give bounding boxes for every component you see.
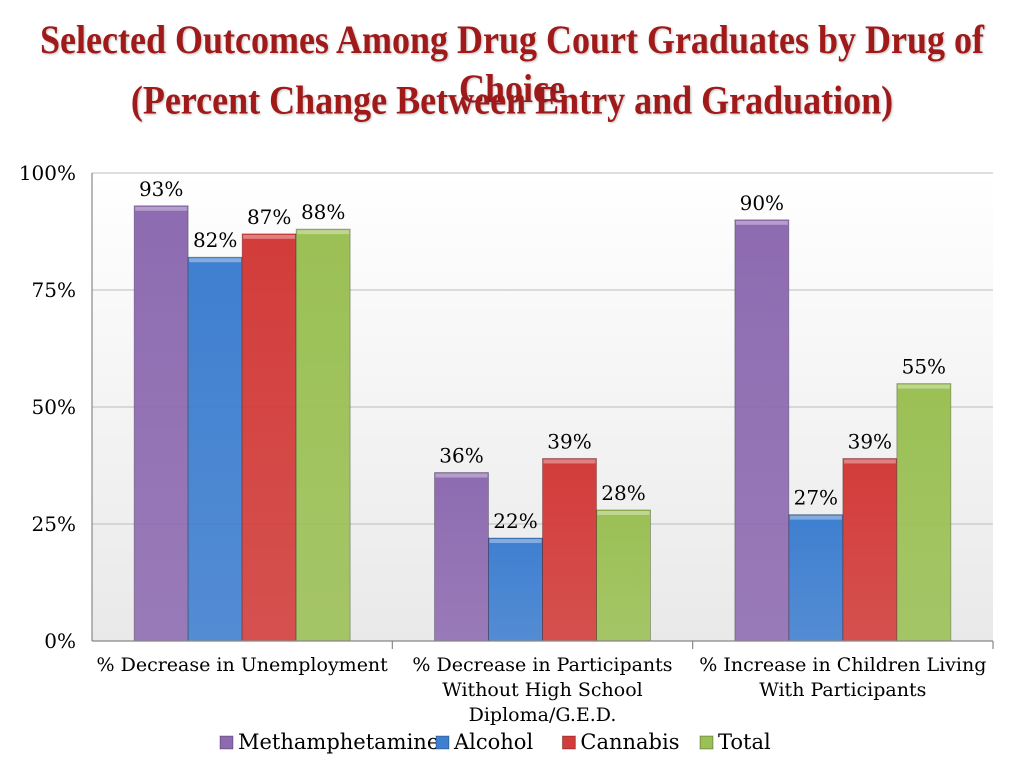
bar-cannabis bbox=[241, 233, 297, 642]
bar-total bbox=[896, 383, 952, 642]
x-category-label: Without High School bbox=[442, 679, 642, 701]
x-category-label: Diploma/G.E.D. bbox=[469, 704, 617, 726]
bar-cannabis bbox=[542, 457, 597, 642]
bar-total bbox=[295, 228, 351, 642]
chart-subtitle: (Percent Change Between Entry and Gradua… bbox=[130, 77, 894, 123]
data-label: 39% bbox=[848, 429, 892, 453]
legend-swatch bbox=[219, 735, 234, 750]
bar-alcohol bbox=[187, 256, 243, 642]
data-label: 93% bbox=[139, 177, 183, 201]
legend-swatch bbox=[561, 735, 576, 750]
bar-methamphetamine bbox=[734, 219, 790, 642]
data-label: 87% bbox=[247, 205, 291, 229]
y-tick-label: 50% bbox=[32, 395, 76, 419]
legend-label: Total bbox=[718, 730, 771, 754]
bar-highlight bbox=[735, 220, 788, 225]
data-label: 90% bbox=[740, 191, 784, 215]
data-label: 88% bbox=[301, 200, 345, 224]
data-label: 55% bbox=[902, 355, 946, 379]
bar-highlight bbox=[897, 384, 950, 389]
chart-title: Selected Outcomes Among Drug Court Gradu… bbox=[40, 16, 984, 112]
bar-highlight bbox=[243, 234, 296, 239]
y-tick-label: 75% bbox=[32, 278, 76, 302]
x-category-label: % Decrease in Unemployment bbox=[97, 654, 389, 676]
bar-highlight bbox=[543, 459, 596, 464]
legend-label: Cannabis bbox=[580, 730, 679, 754]
data-label: 82% bbox=[193, 228, 237, 252]
bar-total bbox=[596, 509, 651, 642]
bar-highlight bbox=[297, 230, 350, 235]
legend-swatch bbox=[435, 735, 450, 750]
bar-methamphetamine bbox=[133, 205, 189, 642]
data-label: 28% bbox=[601, 481, 645, 505]
bar-highlight bbox=[489, 539, 542, 544]
x-category-label: % Decrease in Participants bbox=[412, 654, 672, 676]
y-tick-label: 100% bbox=[19, 161, 76, 185]
bar-highlight bbox=[135, 206, 188, 211]
data-label: 27% bbox=[794, 486, 838, 510]
bar-highlight bbox=[789, 515, 842, 520]
bar-alcohol bbox=[488, 537, 543, 642]
bar-highlight bbox=[435, 473, 488, 478]
bar-cannabis bbox=[842, 457, 898, 642]
data-label: 39% bbox=[547, 429, 591, 453]
bar-highlight bbox=[843, 459, 896, 464]
bar-highlight bbox=[189, 258, 242, 263]
y-tick-label: 0% bbox=[44, 629, 76, 653]
legend-swatch bbox=[699, 735, 714, 750]
data-label: 22% bbox=[493, 509, 537, 533]
x-category-label: % Increase in Children Living bbox=[699, 654, 986, 676]
y-tick-label: 25% bbox=[32, 512, 76, 536]
legend-label: Methamphetamine bbox=[238, 730, 439, 754]
legend-label: Alcohol bbox=[453, 730, 533, 754]
x-category-label: With Participants bbox=[759, 679, 926, 701]
bar-highlight bbox=[597, 510, 650, 515]
bar-methamphetamine bbox=[434, 472, 489, 642]
data-label: 36% bbox=[439, 444, 483, 468]
bar-alcohol bbox=[788, 514, 844, 642]
